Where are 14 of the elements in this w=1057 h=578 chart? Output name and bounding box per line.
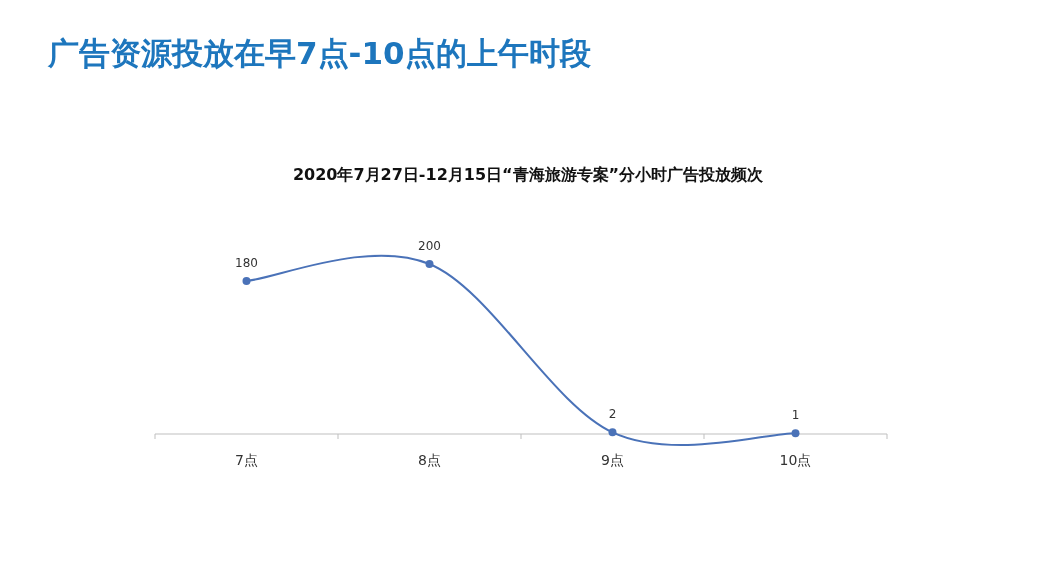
data-label: 2 (608, 407, 617, 422)
point (791, 429, 800, 438)
title: 广告资源投放在早7点-10点的上午时段 (48, 35, 591, 71)
data-label: 1 (791, 408, 800, 423)
x-tick-label: 8点 (418, 452, 441, 468)
x-tick-label: 9点 (601, 452, 624, 468)
x-tick-label: 10点 (779, 452, 812, 468)
point (425, 260, 434, 268)
point (242, 277, 251, 285)
x-tick-label: 7点 (235, 452, 258, 468)
data-label: 200 (418, 239, 441, 253)
data-label: 180 (235, 256, 258, 270)
point (608, 428, 617, 437)
subtitle: 2020年7月27日-12月15日“青海旅游专案”分小时广告投放频次 (292, 165, 764, 184)
